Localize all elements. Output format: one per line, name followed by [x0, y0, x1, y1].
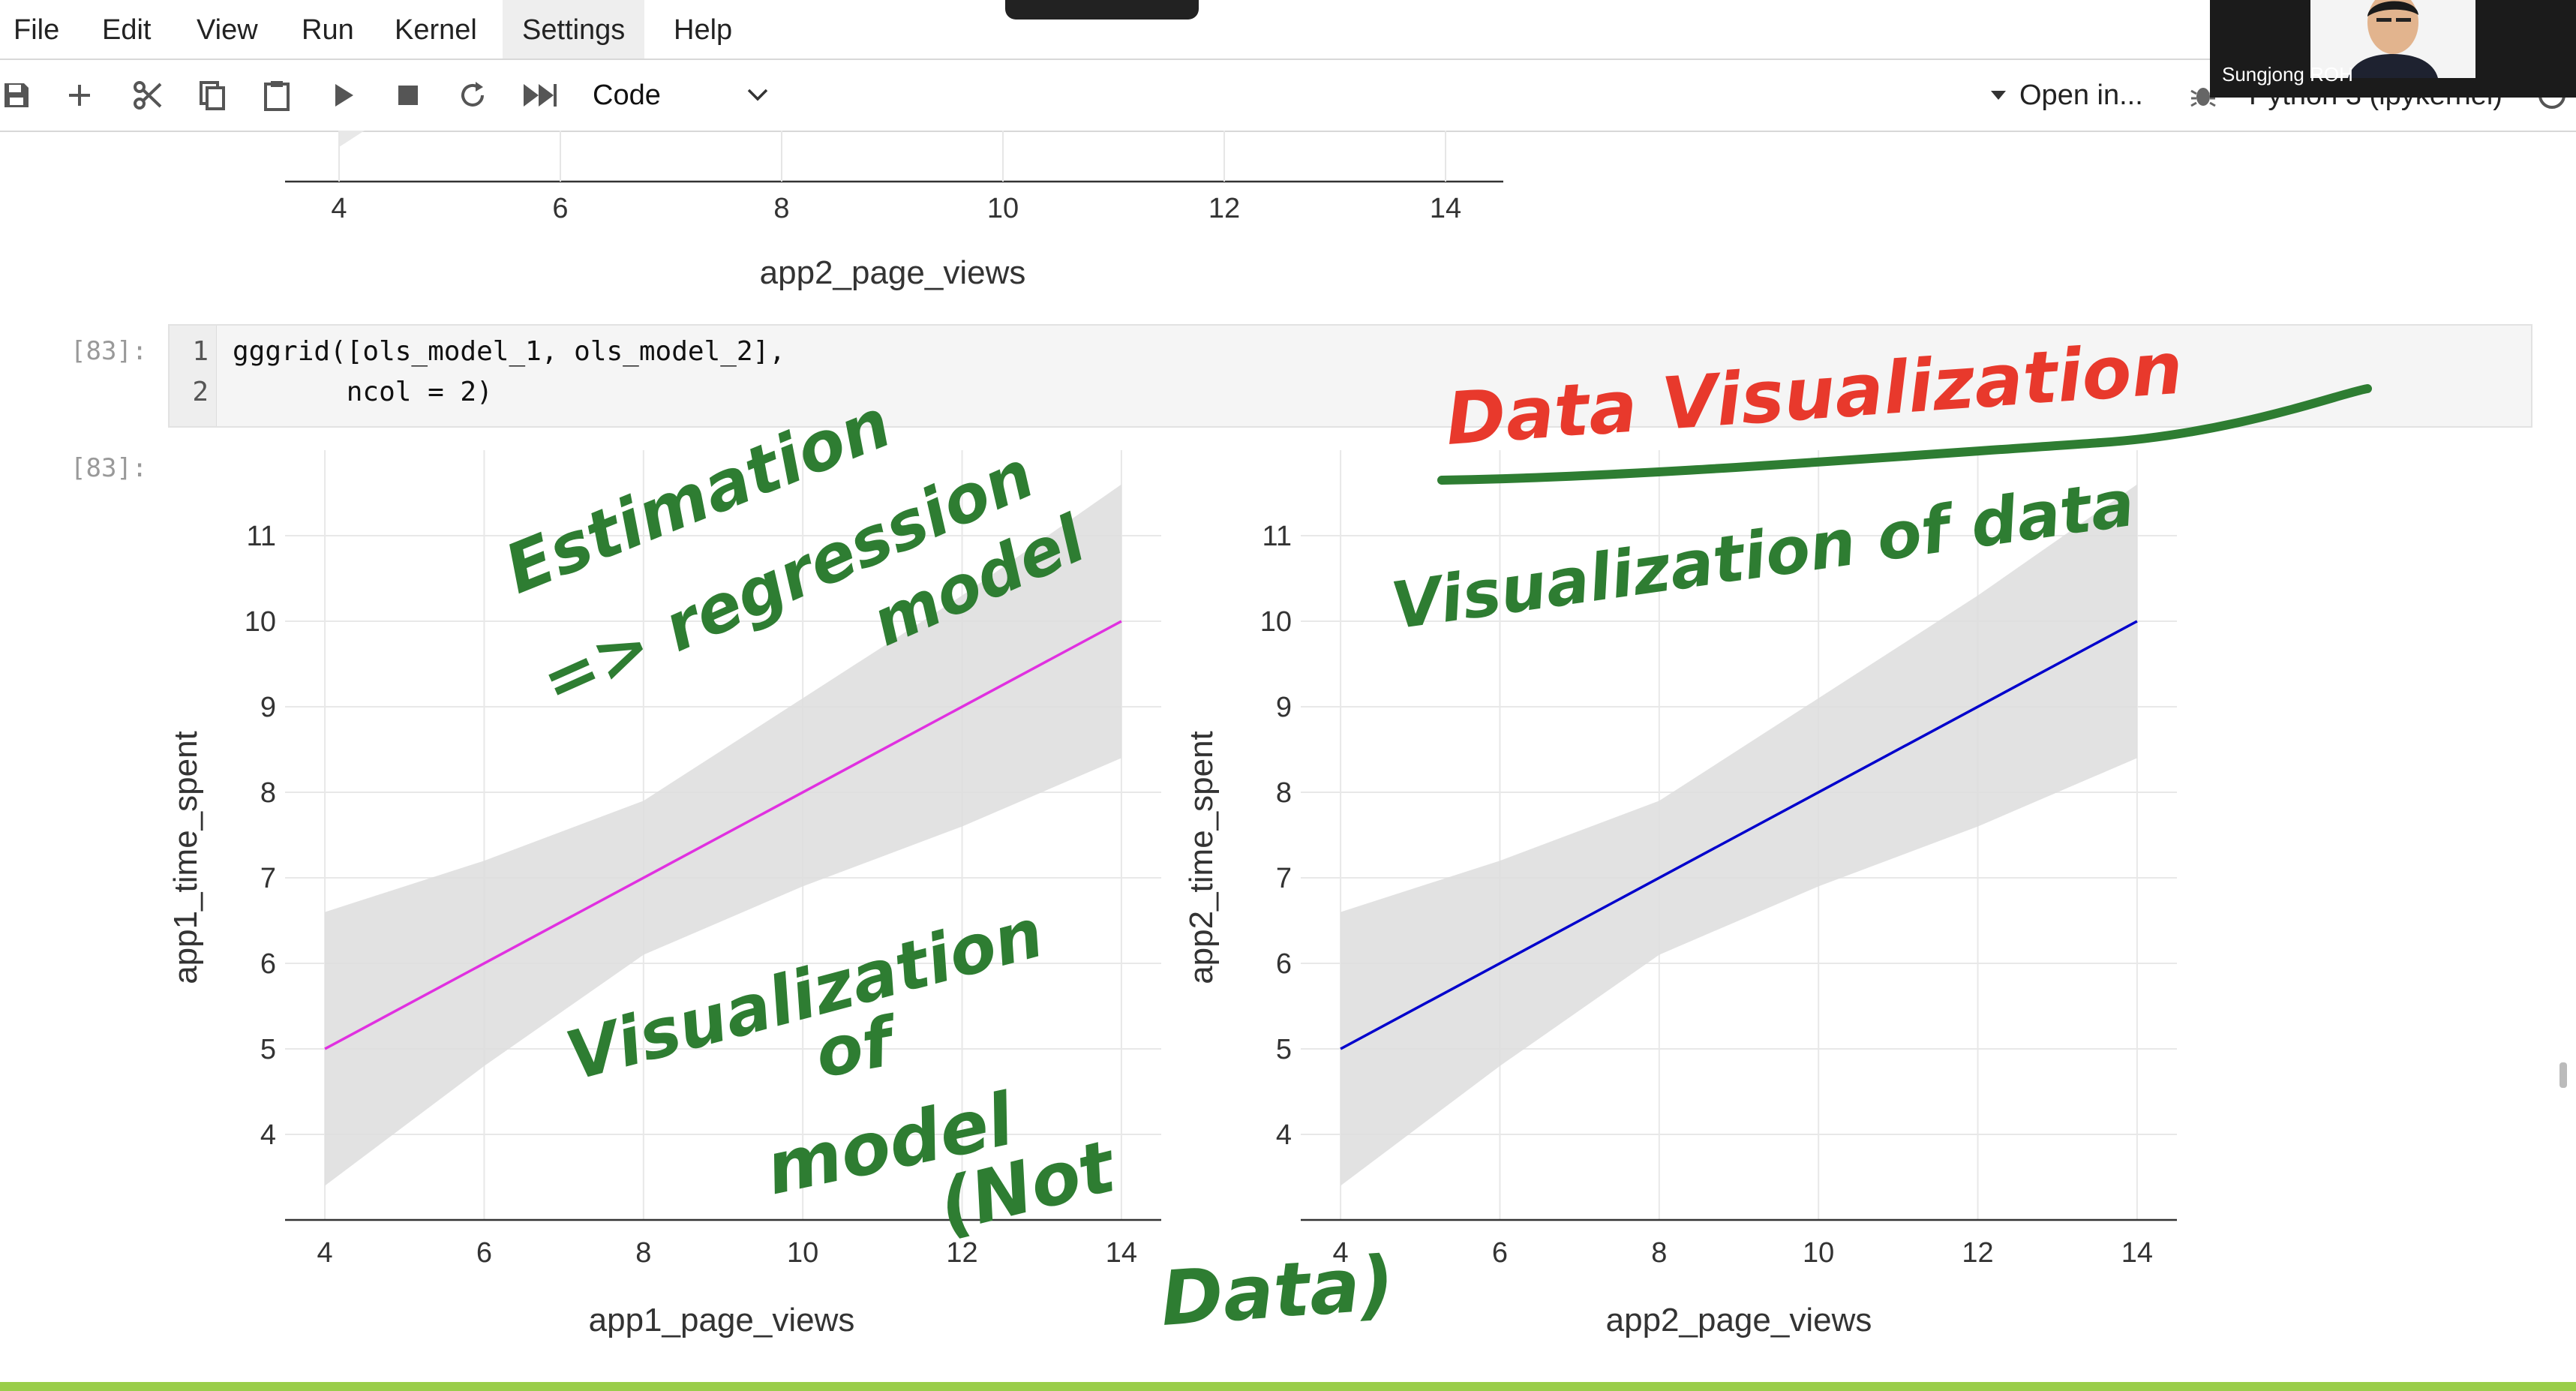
y-tick-label: 10: [245, 606, 276, 638]
cell-type-dropdown[interactable]: [743, 60, 773, 131]
save-icon: [5, 83, 29, 107]
y-tick-label: 8: [260, 777, 276, 809]
chevron-down-icon: [747, 89, 768, 101]
interrupt-button[interactable]: [392, 60, 425, 131]
x-tick-label: 4: [1333, 1237, 1349, 1269]
y-tick-label: 5: [1276, 1034, 1292, 1065]
open-in-caret: [1988, 60, 2009, 131]
code-line[interactable]: ncol = 2): [233, 377, 493, 407]
y-tick-label: 4: [260, 1119, 276, 1151]
y-tick-label: 10: [1260, 606, 1292, 638]
menu-file[interactable]: File: [14, 14, 60, 46]
previous-chart: 4 6 8 10 12 14 app2_page_views: [285, 131, 1503, 291]
plus-icon: [69, 85, 90, 106]
scissors-icon: [134, 81, 162, 110]
chart-panel-1: 4 6 8 10 12 14 4 5 6 7 8 9 10 11 app1_page_views app1_t…: [167, 450, 1161, 1338]
x-tick-label: 14: [2121, 1237, 2153, 1269]
x-tick-label: 10: [1803, 1237, 1834, 1269]
y-tick-label: 9: [260, 692, 276, 723]
line-number: 2: [192, 377, 209, 407]
line-number-gutter: 1 2: [170, 326, 217, 426]
previous-chart-x-tick: 12: [1208, 193, 1240, 224]
open-in-button[interactable]: Open in...: [2019, 80, 2143, 111]
menu-kernel[interactable]: Kernel: [395, 14, 477, 46]
code-cell-prompt: [83]:: [71, 336, 148, 366]
y-tick-label: 11: [247, 521, 276, 552]
x-tick-label: 8: [1651, 1237, 1667, 1269]
menu-settings[interactable]: Settings: [503, 0, 645, 59]
menu-bar: File Edit View Run Kernel Settings Help: [0, 0, 2576, 60]
y-tick-label: 9: [1276, 692, 1292, 723]
play-icon: [335, 84, 353, 107]
y-tick-label: 7: [1276, 863, 1292, 894]
scrollbar-thumb[interactable]: [2559, 1062, 2567, 1088]
line-number: 1: [192, 336, 209, 367]
save-button[interactable]: [0, 60, 33, 131]
y-tick-label: 5: [260, 1034, 276, 1065]
chart-panel-2: 4 6 8 10 12 14 4 5 6 7 8 9 10 11 app2_page_views app2_t…: [1183, 450, 2177, 1338]
caret-down-icon: [1991, 91, 2006, 100]
y-axis-label: app2_time_spent: [1183, 731, 1220, 984]
fast-forward-icon: [524, 84, 557, 107]
add-cell-button[interactable]: [63, 60, 96, 131]
output-prompt: [83]:: [71, 453, 148, 483]
notebook-toolbar: Code Open in... Python 3 (ipykernel): [0, 60, 2576, 132]
participant-name: Sungjong ROH: [2222, 63, 2353, 86]
previous-chart-x-tick: 10: [987, 193, 1019, 224]
menu-edit[interactable]: Edit: [102, 14, 152, 46]
x-tick-label: 12: [1962, 1237, 1993, 1269]
y-tick-label: 7: [260, 863, 276, 894]
regression-line: [1340, 620, 2138, 1050]
previous-chart-band: [339, 131, 365, 147]
menu-help[interactable]: Help: [674, 14, 733, 46]
y-tick-label: 6: [260, 948, 276, 980]
video-thumbnail: Sungjong ROH: [2210, 0, 2576, 98]
previous-chart-x-label: app2_page_views: [760, 254, 1026, 291]
x-tick-label: 10: [787, 1237, 818, 1269]
x-tick-label: 14: [1106, 1237, 1137, 1269]
run-button[interactable]: [327, 60, 360, 131]
clipboard-icon: [264, 81, 290, 111]
restart-icon: [461, 82, 484, 107]
previous-chart-x-tick: 14: [1430, 193, 1461, 224]
paste-button[interactable]: [258, 60, 296, 131]
participant-video-icon: [2310, 0, 2475, 78]
regression-line: [324, 620, 1122, 1050]
cut-button[interactable]: [129, 60, 167, 131]
menu-view[interactable]: View: [197, 14, 258, 46]
y-tick-label: 6: [1276, 948, 1292, 980]
x-tick-label: 8: [635, 1237, 651, 1269]
code-line[interactable]: gggrid([ols_model_1, ols_model_2],: [233, 336, 785, 367]
previous-chart-x-tick: 4: [331, 193, 347, 224]
x-axis-label: app1_page_views: [589, 1302, 855, 1338]
x-tick-label: 12: [946, 1237, 977, 1269]
previous-chart-x-tick: 8: [773, 193, 789, 224]
x-tick-label: 6: [476, 1237, 492, 1269]
y-tick-label: 4: [1276, 1119, 1292, 1151]
stop-icon: [398, 86, 418, 105]
x-axis-label: app2_page_views: [1606, 1302, 1872, 1338]
y-tick-label: 8: [1276, 777, 1292, 809]
run-all-button[interactable]: [519, 60, 561, 131]
x-tick-label: 6: [1492, 1237, 1508, 1269]
menu-run[interactable]: Run: [302, 14, 354, 46]
copy-button[interactable]: [194, 60, 231, 131]
restart-button[interactable]: [455, 60, 491, 131]
screen-share-tab: [1005, 0, 1199, 20]
bottom-border: [0, 1382, 2576, 1391]
previous-chart-ticks: 4 6 8 10 12 14: [331, 131, 1461, 224]
code-cell[interactable]: 1 2 gggrid([ols_model_1, ols_model_2], n…: [168, 324, 2532, 428]
y-axis-label: app1_time_spent: [167, 731, 204, 984]
y-tick-label: 11: [1262, 521, 1292, 552]
previous-chart-x-tick: 6: [552, 193, 568, 224]
cell-type-select[interactable]: Code: [593, 80, 661, 111]
copy-icon: [200, 81, 225, 110]
x-tick-label: 4: [317, 1237, 333, 1269]
